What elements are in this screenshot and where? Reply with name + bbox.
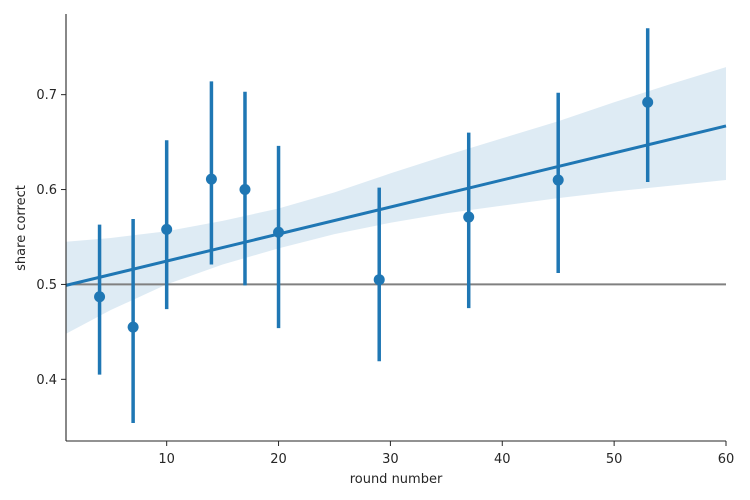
x-tick-label-4: 50 bbox=[606, 452, 623, 467]
x-tick-layer: 10 20 30 40 50 60 bbox=[158, 441, 734, 467]
data-point-0 bbox=[94, 291, 106, 303]
x-tick-label-3: 40 bbox=[494, 452, 511, 467]
confidence-band-layer bbox=[66, 67, 726, 334]
y-tick-label-0: 0.4 bbox=[36, 373, 57, 388]
data-point-5 bbox=[273, 226, 285, 238]
y-tick-label-1: 0.5 bbox=[36, 278, 57, 293]
x-axis-label: round number bbox=[350, 472, 443, 487]
y-tick-label-3: 0.7 bbox=[36, 88, 57, 103]
regression-line-layer bbox=[65, 124, 727, 287]
x-tick-label-2: 30 bbox=[382, 452, 399, 467]
data-point-9 bbox=[642, 96, 654, 108]
data-point-6 bbox=[373, 274, 385, 286]
axes-layer bbox=[65, 14, 726, 442]
x-tick-label-5: 60 bbox=[718, 452, 735, 467]
y-tick-label-2: 0.6 bbox=[36, 183, 57, 198]
regression-line bbox=[65, 124, 727, 287]
data-point-4 bbox=[239, 184, 251, 196]
confidence-band bbox=[66, 67, 726, 334]
x-tick-label-1: 20 bbox=[270, 452, 287, 467]
y-tick-layer: 0.4 0.5 0.6 0.7 bbox=[36, 88, 66, 388]
data-point-2 bbox=[161, 223, 173, 235]
x-tick-label-0: 10 bbox=[158, 452, 175, 467]
y-axis-label: share correct bbox=[14, 185, 29, 271]
data-point-1 bbox=[127, 321, 139, 333]
data-point-3 bbox=[205, 173, 217, 185]
data-point-7 bbox=[463, 211, 475, 223]
data-point-layer bbox=[94, 96, 654, 333]
data-point-8 bbox=[552, 174, 564, 186]
